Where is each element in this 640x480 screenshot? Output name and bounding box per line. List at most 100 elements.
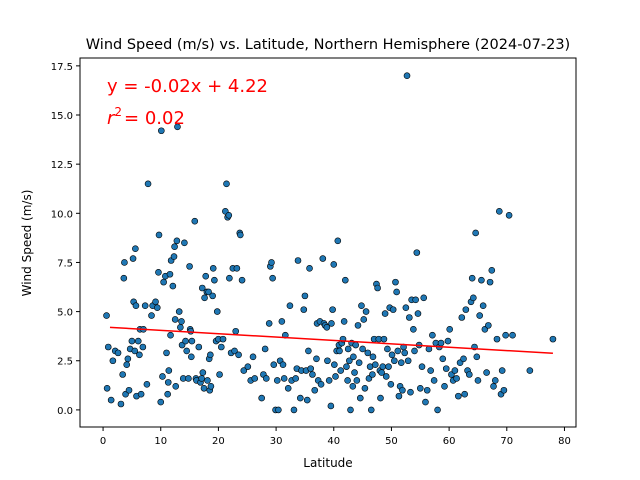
r-squared-superscript: 2 bbox=[114, 105, 122, 119]
data-point-187 bbox=[352, 341, 359, 349]
data-point-188 bbox=[353, 377, 361, 384]
data-point-115 bbox=[249, 353, 257, 361]
data-point-84 bbox=[205, 288, 212, 296]
data-point-286 bbox=[486, 278, 494, 286]
data-point-182 bbox=[347, 406, 354, 414]
data-point-63 bbox=[182, 337, 189, 345]
data-point-39 bbox=[158, 127, 165, 135]
data-point-90 bbox=[209, 265, 217, 272]
data-point-16 bbox=[128, 337, 136, 345]
data-point-8 bbox=[119, 371, 126, 378]
data-point-44 bbox=[164, 390, 171, 398]
regression-line bbox=[109, 326, 553, 355]
data-point-214 bbox=[382, 373, 390, 380]
data-point-55 bbox=[173, 237, 181, 245]
data-point-151 bbox=[311, 386, 319, 394]
data-point-19 bbox=[131, 347, 139, 355]
data-points bbox=[103, 72, 557, 414]
data-point-152 bbox=[313, 355, 320, 363]
data-point-243 bbox=[416, 384, 424, 392]
data-point-17 bbox=[129, 255, 137, 262]
data-point-297 bbox=[509, 331, 516, 339]
data-point-128 bbox=[275, 406, 282, 414]
data-point-32 bbox=[148, 312, 155, 319]
data-point-156 bbox=[317, 381, 325, 388]
data-point-291 bbox=[495, 208, 503, 215]
data-point-228 bbox=[399, 386, 406, 394]
data-point-260 bbox=[446, 325, 453, 333]
data-point-108 bbox=[235, 351, 242, 359]
data-point-121 bbox=[265, 320, 273, 327]
data-point-294 bbox=[500, 386, 508, 394]
data-point-45 bbox=[164, 379, 172, 386]
data-point-83 bbox=[204, 377, 211, 384]
data-point-95 bbox=[216, 371, 223, 378]
data-point-77 bbox=[198, 284, 206, 292]
data-point-190 bbox=[355, 359, 363, 367]
data-point-131 bbox=[279, 361, 287, 368]
data-point-12 bbox=[123, 361, 131, 368]
data-point-107 bbox=[233, 265, 241, 272]
data-point-157 bbox=[319, 255, 327, 262]
data-point-277 bbox=[472, 229, 479, 237]
data-point-238 bbox=[411, 347, 418, 355]
data-point-31 bbox=[144, 180, 152, 188]
data-point-269 bbox=[461, 390, 468, 398]
data-point-256 bbox=[439, 355, 447, 363]
data-point-296 bbox=[505, 211, 513, 219]
data-point-46 bbox=[165, 367, 173, 374]
x-tick-label: 50 bbox=[385, 436, 398, 447]
data-point-230 bbox=[401, 349, 409, 357]
data-point-50 bbox=[169, 282, 177, 290]
data-point-91 bbox=[211, 276, 218, 284]
data-point-54 bbox=[172, 383, 180, 390]
data-point-37 bbox=[155, 231, 163, 239]
data-point-213 bbox=[381, 310, 389, 317]
data-point-179 bbox=[344, 377, 351, 384]
x-tick-label: 20 bbox=[212, 436, 225, 447]
data-point-146 bbox=[303, 396, 311, 404]
x-axis-ticks: 0 10 20 30 40 50 60 70 80 bbox=[100, 427, 571, 447]
data-point-79 bbox=[200, 384, 208, 392]
data-point-289 bbox=[491, 377, 499, 384]
data-point-150 bbox=[309, 371, 316, 378]
data-point-191 bbox=[356, 394, 364, 402]
data-point-120 bbox=[262, 375, 270, 382]
data-point-36 bbox=[155, 268, 162, 276]
data-point-93 bbox=[213, 308, 221, 315]
data-point-244 bbox=[418, 363, 426, 370]
chart-title: Wind Speed (m/s) vs. Latitude, Northern … bbox=[86, 37, 570, 53]
data-point-4 bbox=[109, 357, 117, 365]
data-point-293 bbox=[498, 367, 506, 374]
data-point-38 bbox=[157, 398, 165, 406]
r-squared-value: = 0.02 bbox=[124, 108, 185, 129]
data-point-215 bbox=[384, 345, 391, 353]
data-point-299 bbox=[549, 335, 557, 343]
data-point-166 bbox=[330, 261, 338, 268]
data-point-65 bbox=[185, 375, 192, 382]
data-point-48 bbox=[167, 331, 174, 339]
data-point-204 bbox=[371, 361, 379, 368]
data-point-135 bbox=[286, 302, 294, 310]
data-point-288 bbox=[490, 383, 497, 390]
data-point-24 bbox=[136, 351, 143, 359]
data-point-71 bbox=[191, 217, 199, 225]
data-point-165 bbox=[329, 306, 336, 313]
data-point-99 bbox=[223, 180, 230, 188]
data-point-40 bbox=[159, 373, 166, 380]
data-point-206 bbox=[374, 284, 381, 292]
data-point-26 bbox=[137, 390, 145, 398]
data-point-57 bbox=[175, 308, 183, 315]
data-point-101 bbox=[225, 211, 233, 219]
data-point-9 bbox=[120, 274, 128, 282]
data-point-80 bbox=[201, 294, 208, 302]
y-tick-label: 15.0 bbox=[51, 111, 73, 122]
data-point-47 bbox=[166, 270, 174, 278]
data-point-194 bbox=[360, 316, 368, 323]
data-point-245 bbox=[420, 294, 428, 302]
data-point-125 bbox=[270, 361, 278, 368]
data-point-34 bbox=[152, 298, 159, 306]
data-point-240 bbox=[413, 249, 421, 256]
x-tick-label: 40 bbox=[327, 436, 340, 447]
